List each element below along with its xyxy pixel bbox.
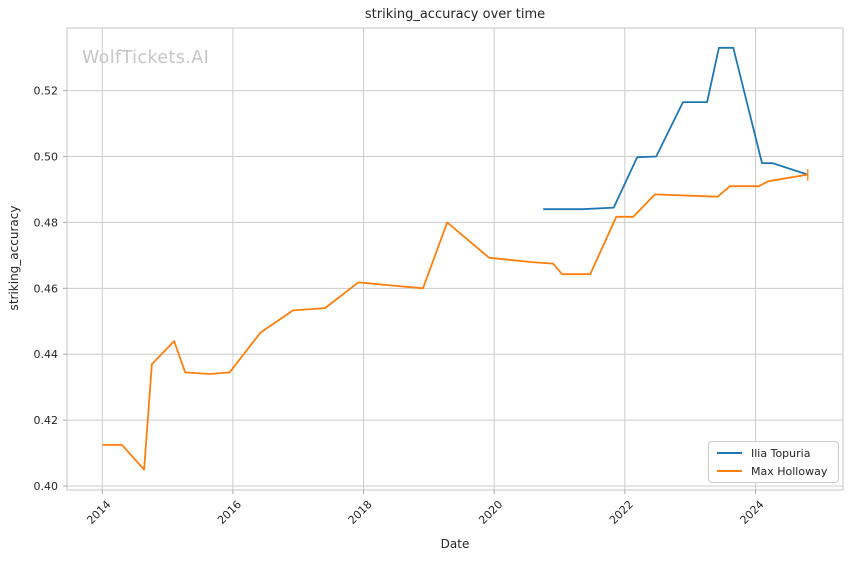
y-tick-label: 0.44	[34, 348, 59, 361]
y-tick-label: 0.42	[34, 414, 59, 427]
series-line-max-holloway	[102, 173, 808, 471]
y-tick-label: 0.50	[34, 151, 59, 164]
x-tick-label: 2018	[346, 498, 375, 527]
x-tick-label: 2024	[738, 498, 767, 527]
legend-label: Ilia Topuria	[751, 446, 811, 460]
y-tick-label: 0.48	[34, 216, 59, 229]
legend-item-max-holloway: Max Holloway	[717, 465, 830, 478]
y-axis-label: striking_accuracy	[7, 205, 21, 311]
y-tick-label: 0.46	[34, 282, 59, 295]
watermark: WolfTickets.AI	[82, 48, 210, 68]
x-tick-label: 2014	[84, 498, 113, 527]
legend: Ilia Topuria Max Holloway	[708, 441, 839, 483]
x-tick-label: 2016	[215, 498, 244, 527]
chart-title: striking_accuracy over time	[364, 7, 546, 22]
y-tick-label: 0.52	[34, 85, 59, 98]
axes-spines	[66, 27, 844, 491]
legend-item-ilia-topuria: Ilia Topuria	[717, 447, 830, 460]
legend-line-swatch	[717, 452, 742, 454]
x-axis-label: Date	[440, 537, 470, 551]
x-tick-label: 2020	[476, 498, 505, 527]
legend-line-swatch	[717, 470, 742, 472]
x-tick-label: 2022	[607, 498, 636, 527]
series-line-ilia-topuria	[543, 46, 808, 211]
y-tick-label: 0.40	[34, 480, 59, 493]
legend-label: Max Holloway	[751, 464, 828, 478]
